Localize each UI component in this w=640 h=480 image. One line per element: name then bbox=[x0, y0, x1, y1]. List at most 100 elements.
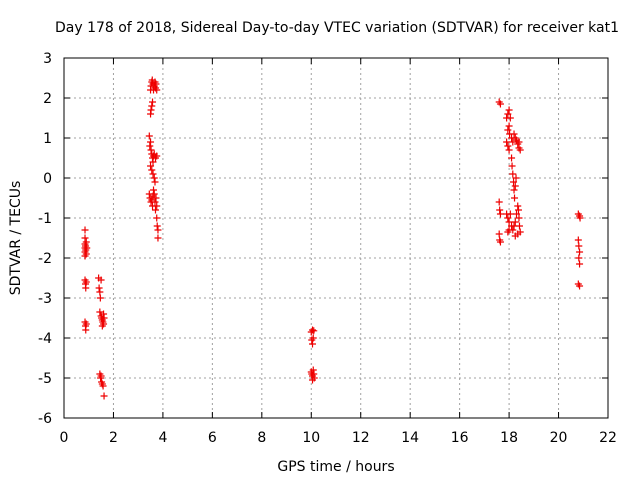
data-point bbox=[505, 122, 513, 130]
data-point bbox=[96, 308, 104, 316]
data-point bbox=[149, 170, 157, 178]
data-point bbox=[503, 138, 511, 146]
y-tick-label: 1 bbox=[43, 131, 52, 147]
data-point bbox=[514, 202, 522, 210]
data-point bbox=[153, 202, 161, 210]
data-point bbox=[506, 210, 514, 218]
data-point bbox=[95, 284, 103, 292]
data-point bbox=[506, 114, 514, 122]
data-point bbox=[98, 322, 106, 330]
data-point bbox=[100, 392, 108, 400]
data-point bbox=[509, 170, 517, 178]
data-point bbox=[81, 226, 89, 234]
chart-title: Day 178 of 2018, Sidereal Day-to-day VTE… bbox=[55, 20, 619, 36]
data-point bbox=[82, 326, 90, 334]
x-tick-label: 22 bbox=[599, 430, 617, 446]
data-point bbox=[146, 142, 154, 150]
data-point bbox=[496, 210, 504, 218]
data-point bbox=[149, 98, 157, 106]
data-point bbox=[97, 372, 105, 380]
data-point bbox=[153, 86, 161, 94]
y-tick-label: -1 bbox=[38, 211, 52, 227]
x-tick-label: 12 bbox=[352, 430, 370, 446]
data-point bbox=[511, 218, 519, 226]
x-axis-label: GPS time / hours bbox=[277, 459, 394, 475]
data-point bbox=[82, 278, 90, 286]
data-point bbox=[147, 162, 155, 170]
data-point bbox=[82, 284, 90, 292]
data-point bbox=[309, 326, 317, 334]
data-point bbox=[309, 376, 317, 384]
data-point bbox=[152, 80, 160, 88]
data-point bbox=[96, 288, 104, 296]
data-point bbox=[97, 276, 105, 284]
data-point bbox=[154, 234, 162, 242]
y-tick-label: -4 bbox=[38, 331, 52, 347]
data-point bbox=[575, 242, 583, 250]
data-point bbox=[309, 340, 317, 348]
data-point bbox=[151, 198, 159, 206]
data-point bbox=[509, 138, 517, 146]
data-point bbox=[82, 320, 90, 328]
data-point bbox=[576, 214, 584, 222]
data-point bbox=[496, 238, 504, 246]
data-point bbox=[147, 106, 155, 114]
data-point bbox=[515, 222, 523, 230]
x-tick-label: 16 bbox=[451, 430, 469, 446]
data-point bbox=[99, 382, 107, 390]
x-tick-label: 8 bbox=[257, 430, 266, 446]
data-point bbox=[505, 218, 513, 226]
data-point bbox=[504, 214, 512, 222]
data-point bbox=[496, 206, 504, 214]
data-point bbox=[511, 194, 519, 202]
data-point bbox=[504, 126, 512, 134]
data-point bbox=[508, 154, 516, 162]
data-point bbox=[513, 210, 521, 218]
data-point bbox=[504, 110, 512, 118]
x-tick-label: 4 bbox=[158, 430, 167, 446]
data-point bbox=[515, 214, 523, 222]
data-point bbox=[145, 132, 153, 140]
data-point bbox=[147, 138, 155, 146]
data-point bbox=[505, 106, 513, 114]
data-point bbox=[514, 206, 522, 214]
data-point bbox=[510, 130, 518, 138]
data-point bbox=[152, 194, 160, 202]
x-tick-label: 6 bbox=[208, 430, 217, 446]
data-point bbox=[82, 238, 90, 246]
data-point bbox=[511, 232, 519, 240]
data-point bbox=[516, 146, 524, 154]
y-tick-label: 3 bbox=[43, 51, 52, 67]
data-point bbox=[82, 250, 90, 258]
y-tick-label: -5 bbox=[38, 371, 52, 387]
data-point bbox=[81, 234, 89, 242]
x-tick-label: 0 bbox=[60, 430, 69, 446]
data-point bbox=[504, 142, 512, 150]
data-point bbox=[149, 158, 157, 166]
data-point bbox=[150, 174, 158, 182]
data-point bbox=[147, 146, 155, 154]
x-tick-label: 10 bbox=[302, 430, 320, 446]
x-tick-label: 20 bbox=[550, 430, 568, 446]
data-point bbox=[310, 327, 318, 335]
data-point bbox=[154, 226, 162, 234]
grid-lines bbox=[64, 58, 608, 418]
plot-frame bbox=[63, 57, 609, 419]
y-tick-label: 0 bbox=[43, 171, 52, 187]
data-point bbox=[153, 152, 161, 160]
y-tick-label: -2 bbox=[38, 251, 52, 267]
data-point bbox=[576, 248, 584, 256]
data-point bbox=[510, 178, 518, 186]
data-point bbox=[496, 100, 504, 108]
data-point bbox=[100, 314, 108, 322]
y-axis-label: SDTVAR / TECUs bbox=[8, 181, 24, 296]
axis-ticks bbox=[63, 57, 609, 419]
data-point bbox=[512, 174, 520, 182]
data-point bbox=[511, 182, 519, 190]
data-point bbox=[576, 282, 584, 290]
x-tick-label: 18 bbox=[500, 430, 518, 446]
x-tick-label: 14 bbox=[401, 430, 419, 446]
x-tick-label: 2 bbox=[109, 430, 118, 446]
